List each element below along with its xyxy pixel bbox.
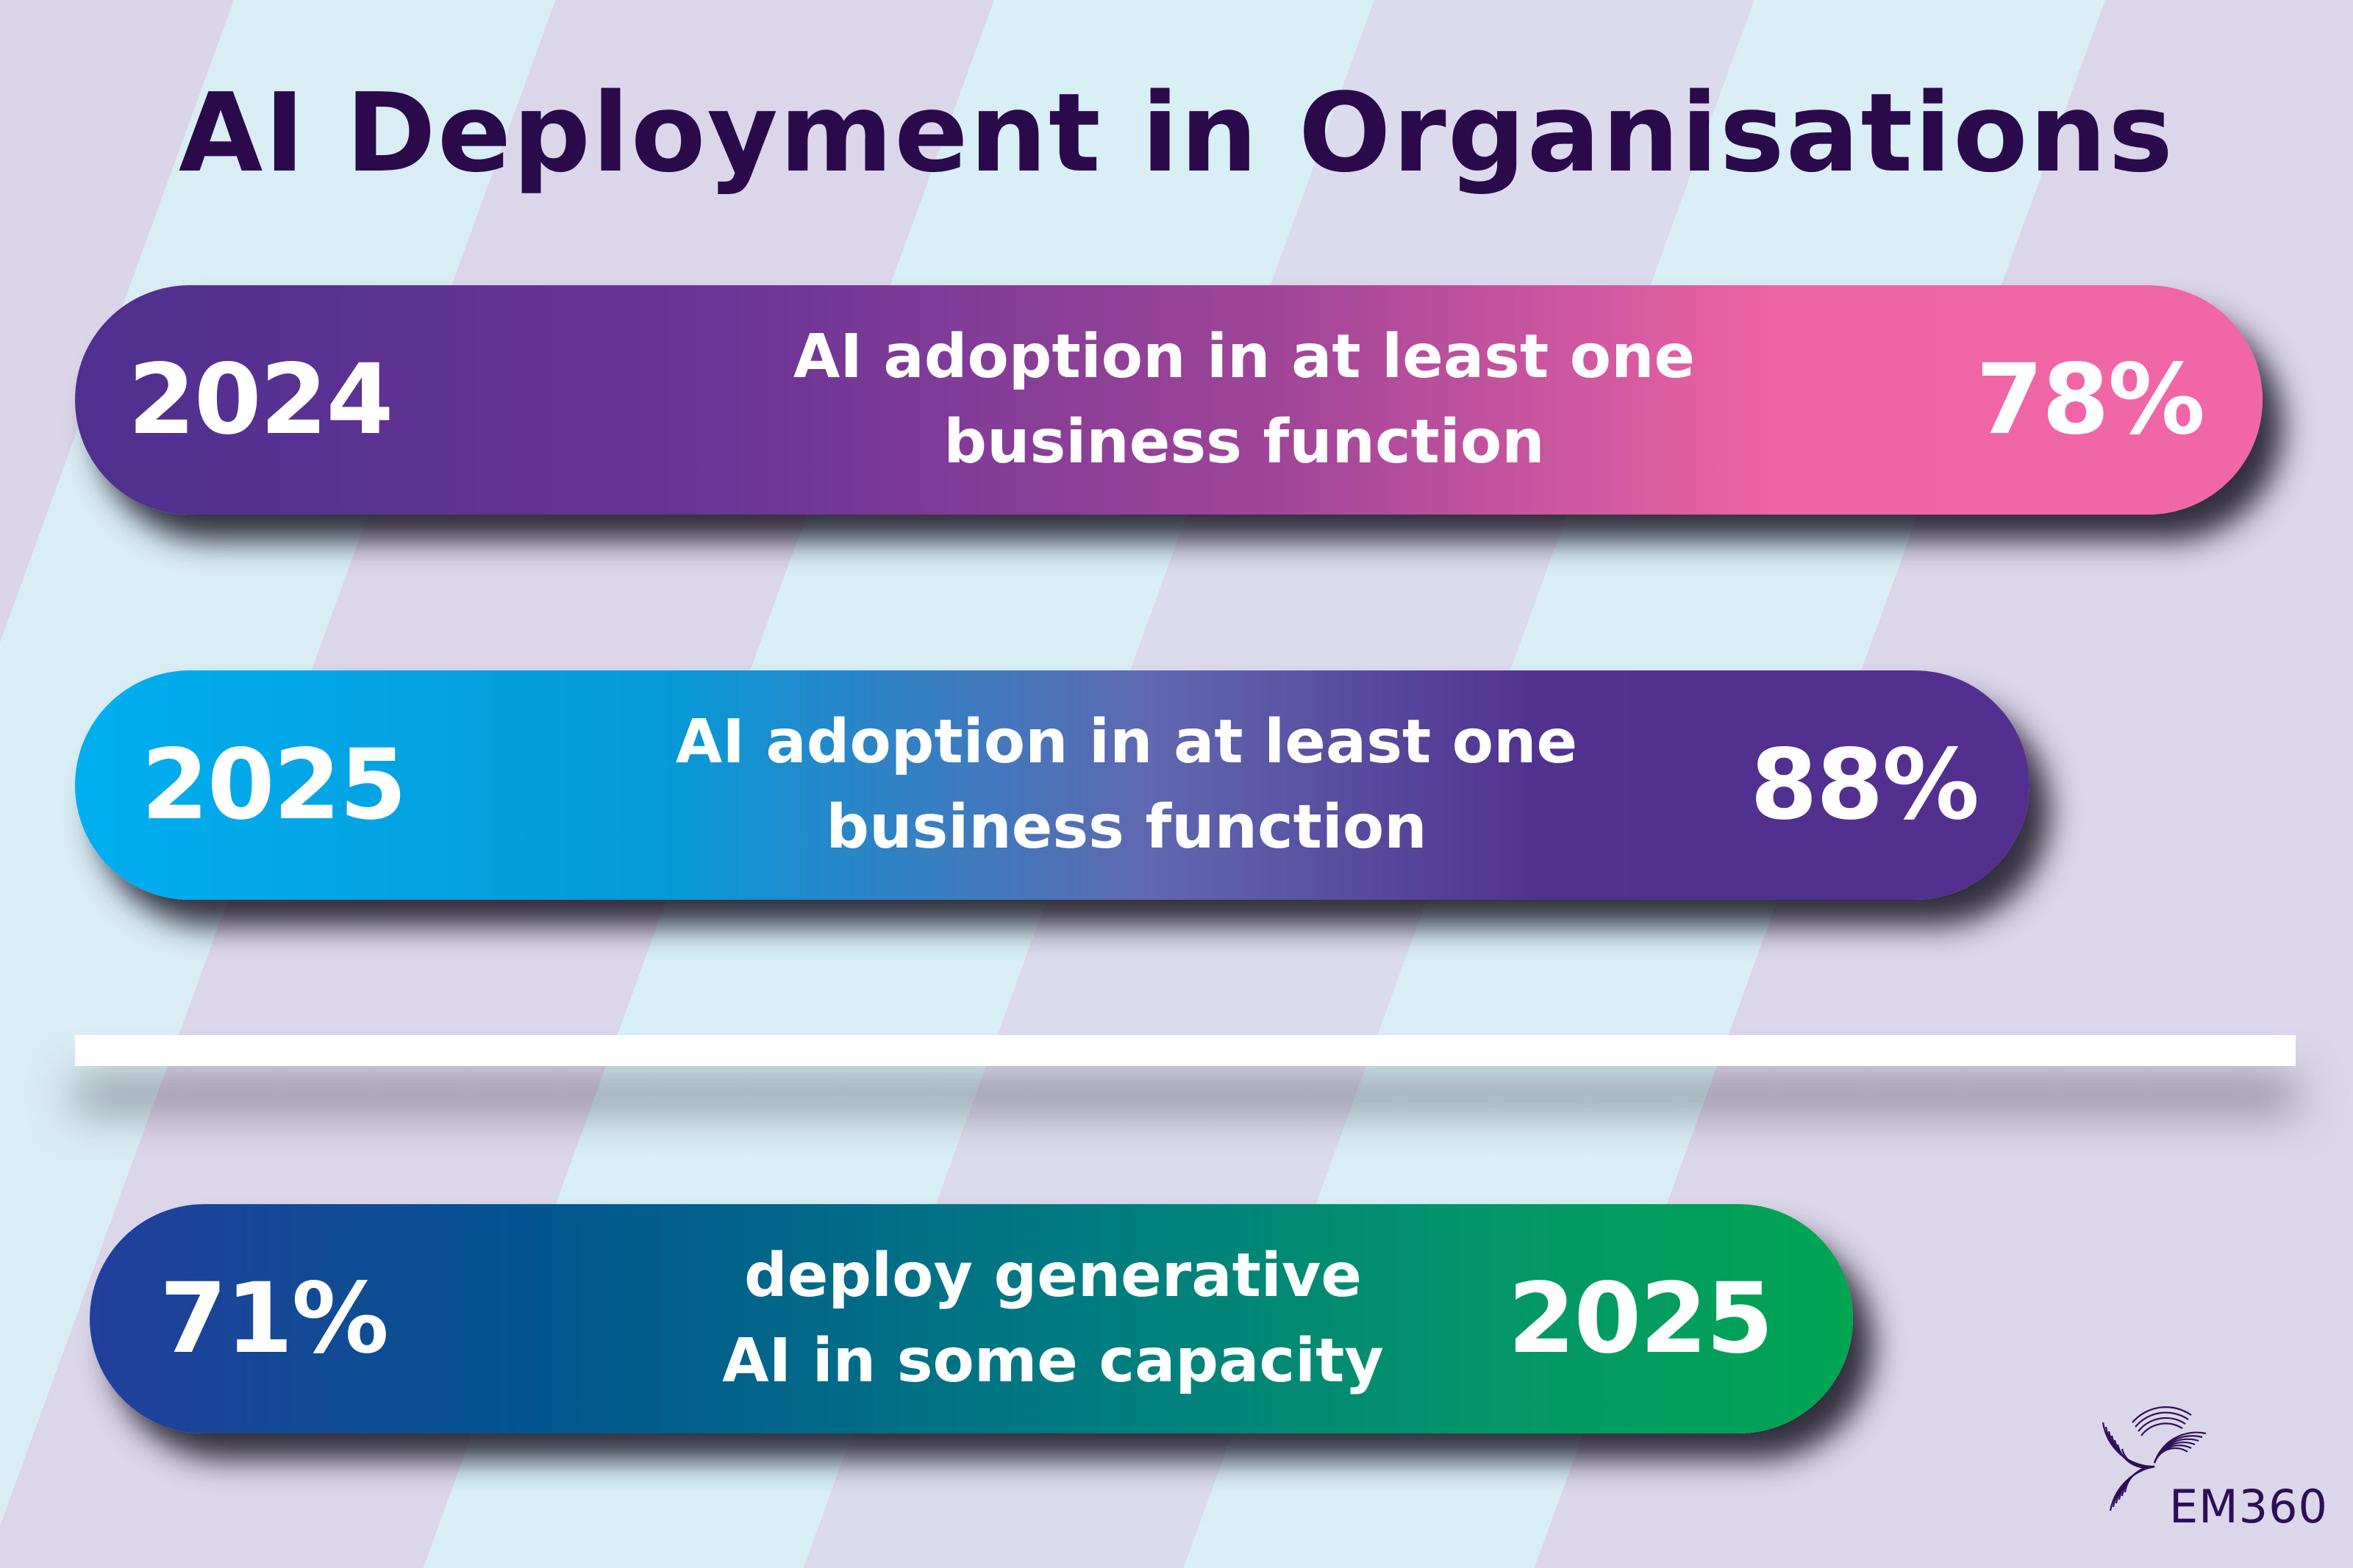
stat-description-line: business function xyxy=(826,792,1427,862)
stat-description-line: AI adoption in at least one xyxy=(675,707,1578,777)
stat-percentage: 71% xyxy=(160,1262,389,1375)
stat-bar-2025-generative-ai: 71% deploy generative AI in some capacit… xyxy=(90,1204,1853,1433)
stat-description: AI adoption in at least one business fun… xyxy=(663,285,1825,515)
stat-description-line: AI adoption in at least one xyxy=(793,322,1696,392)
stat-bar-2025-adoption: 2025 AI adoption in at least one busines… xyxy=(75,670,2029,900)
stat-year: 2025 xyxy=(1507,1262,1774,1375)
stat-percentage: 78% xyxy=(1976,343,2205,457)
em360-logo: EM360 xyxy=(2081,1393,2331,1547)
stat-description: AI adoption in at least one business fun… xyxy=(546,670,1707,900)
stat-percentage: 88% xyxy=(1750,728,1979,842)
stat-description: deploy generative AI in some capacity xyxy=(538,1204,1568,1433)
stat-description-line: deploy generative xyxy=(744,1241,1362,1311)
em360-wave-cloud-icon xyxy=(2102,1406,2207,1511)
stat-bar-2024-adoption: 2024 AI adoption in at least one busines… xyxy=(75,285,2263,515)
stat-description-line: business function xyxy=(943,407,1545,477)
stat-year: 2024 xyxy=(128,343,393,457)
logo-text: EM360 xyxy=(2169,1480,2329,1533)
page-title: AI Deployment in Organisations xyxy=(178,70,2175,196)
section-divider xyxy=(75,1035,2296,1066)
stat-description-line: AI in some capacity xyxy=(722,1326,1384,1396)
stat-year: 2025 xyxy=(141,728,407,842)
